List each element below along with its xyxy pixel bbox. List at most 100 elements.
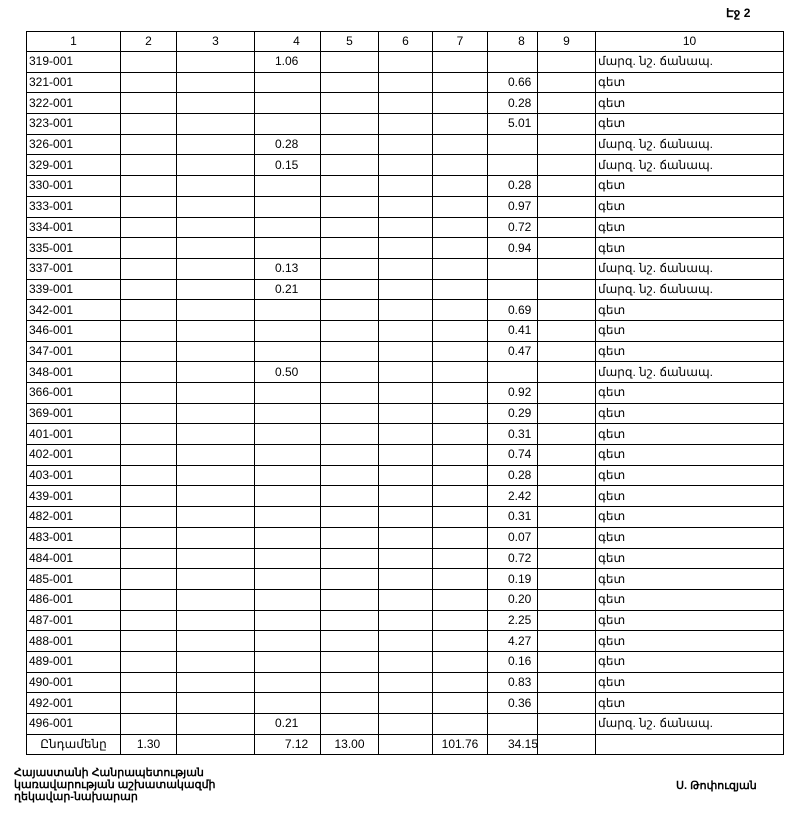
cell-col-5	[320, 588, 379, 611]
cell-col-8: 34.15	[487, 733, 538, 756]
cell-col-4	[254, 216, 321, 239]
cell-col-1: 486-001	[26, 588, 121, 611]
cell-col-2	[120, 423, 177, 446]
signatory-title-line: կառավարության աշխատակազմի	[14, 779, 216, 791]
cell-col-2	[120, 402, 177, 425]
cell-col-6	[378, 733, 433, 756]
cell-col-9	[537, 51, 596, 73]
cell-col-1: 369-001	[26, 402, 121, 425]
cell-col-8: 2.42	[487, 485, 538, 508]
cell-col-8: 0.47	[487, 340, 538, 363]
cell-col-10: մարզ. նշ. ճանապ.	[595, 51, 784, 73]
cell-col-6	[378, 257, 433, 280]
cell-col-1: 329-001	[26, 154, 121, 177]
cell-col-8: 0.72	[487, 547, 538, 570]
cell-col-10: գետ	[595, 609, 784, 632]
cell-col-3	[176, 547, 255, 570]
cell-col-5	[320, 71, 379, 94]
cell-col-9	[537, 547, 596, 570]
cell-col-9	[537, 340, 596, 363]
cell-col-2	[120, 692, 177, 714]
cell-col-5	[320, 340, 379, 363]
cell-col-5	[320, 51, 379, 73]
cell-col-10	[595, 733, 784, 756]
cell-col-7	[432, 216, 488, 239]
cell-col-2	[120, 113, 177, 135]
table-row: 486-001 0.20 գետ	[26, 588, 784, 611]
cell-col-7	[432, 526, 488, 549]
cell-col-6	[378, 692, 433, 714]
cell-col-4	[254, 609, 321, 632]
table-row: 484-001 0.72 գետ	[26, 547, 784, 570]
cell-col-1: 490-001	[26, 671, 121, 694]
cell-col-5	[320, 444, 379, 466]
cell-col-4	[254, 92, 321, 115]
table-row: 485-001 0.19 գետ	[26, 568, 784, 590]
cell-col-7	[432, 175, 488, 197]
cell-col-7	[432, 257, 488, 280]
cell-col-10: մարզ. նշ. ճանապ.	[595, 133, 784, 156]
signatory-name: Ս. Թոփուզյան	[676, 780, 757, 792]
cell-col-1: 334-001	[26, 216, 121, 239]
cell-col-1: 483-001	[26, 526, 121, 549]
cell-col-9	[537, 278, 596, 301]
cell-col-10: մարզ. նշ. ճանապ.	[595, 278, 784, 301]
cell-col-6	[378, 195, 433, 218]
cell-col-3	[176, 257, 255, 280]
cell-col-7	[432, 340, 488, 363]
cell-col-6	[378, 444, 433, 466]
cell-col-6	[378, 51, 433, 73]
cell-col-10: գետ	[595, 526, 784, 549]
cell-col-10: գետ	[595, 423, 784, 446]
cell-col-6	[378, 299, 433, 321]
table-row: 329-001 0.15 մարզ. նշ. ճանապ.	[26, 154, 784, 177]
cell-col-5	[320, 257, 379, 280]
cell-col-10: 10	[595, 31, 784, 52]
cell-col-8	[487, 361, 538, 383]
signatory-title-line: ղեկավար-նախարար	[14, 791, 138, 803]
cell-col-9	[537, 154, 596, 177]
cell-col-7	[432, 71, 488, 94]
cell-col-6	[378, 361, 433, 383]
cell-col-8: 0.74	[487, 444, 538, 466]
cell-col-8: 0.92	[487, 382, 538, 404]
cell-col-1: 439-001	[26, 485, 121, 508]
cell-col-2: 2	[120, 31, 177, 52]
table-row: 401-001 0.31 գետ	[26, 423, 784, 446]
cell-col-3	[176, 237, 255, 259]
cell-col-6	[378, 713, 433, 735]
page-number: Էջ 2	[726, 6, 751, 20]
cell-col-9	[537, 71, 596, 94]
cell-col-9	[537, 692, 596, 714]
cell-col-3	[176, 278, 255, 301]
header-row: 1 2 3 4 5 6 7 8 9 10	[26, 31, 784, 52]
cell-col-8: 0.97	[487, 195, 538, 218]
cell-col-4: 0.50	[254, 361, 321, 383]
cell-col-3	[176, 71, 255, 94]
cell-col-9	[537, 237, 596, 259]
cell-col-9	[537, 485, 596, 508]
cell-col-5	[320, 464, 379, 487]
cell-col-10: գետ	[595, 588, 784, 611]
cell-col-5	[320, 547, 379, 570]
table-row: 488-001 4.27 գետ	[26, 630, 784, 652]
cell-col-5	[320, 630, 379, 652]
cell-col-6	[378, 526, 433, 549]
cell-col-6	[378, 671, 433, 694]
cell-col-8	[487, 278, 538, 301]
cell-col-9: 9	[537, 31, 596, 52]
cell-col-5	[320, 671, 379, 694]
table-row: 339-001 0.21 մարզ. նշ. ճանապ.	[26, 278, 784, 301]
cell-col-3	[176, 216, 255, 239]
cell-col-1: 403-001	[26, 464, 121, 487]
cell-col-1: 335-001	[26, 237, 121, 259]
cell-col-8: 0.94	[487, 237, 538, 259]
table-row: 492-001 0.36 գետ	[26, 692, 784, 714]
cell-col-1: 484-001	[26, 547, 121, 570]
cell-col-3	[176, 361, 255, 383]
cell-col-4	[254, 464, 321, 487]
cell-col-3	[176, 506, 255, 528]
cell-col-5	[320, 175, 379, 197]
cell-col-5	[320, 382, 379, 404]
cell-col-5	[320, 568, 379, 590]
